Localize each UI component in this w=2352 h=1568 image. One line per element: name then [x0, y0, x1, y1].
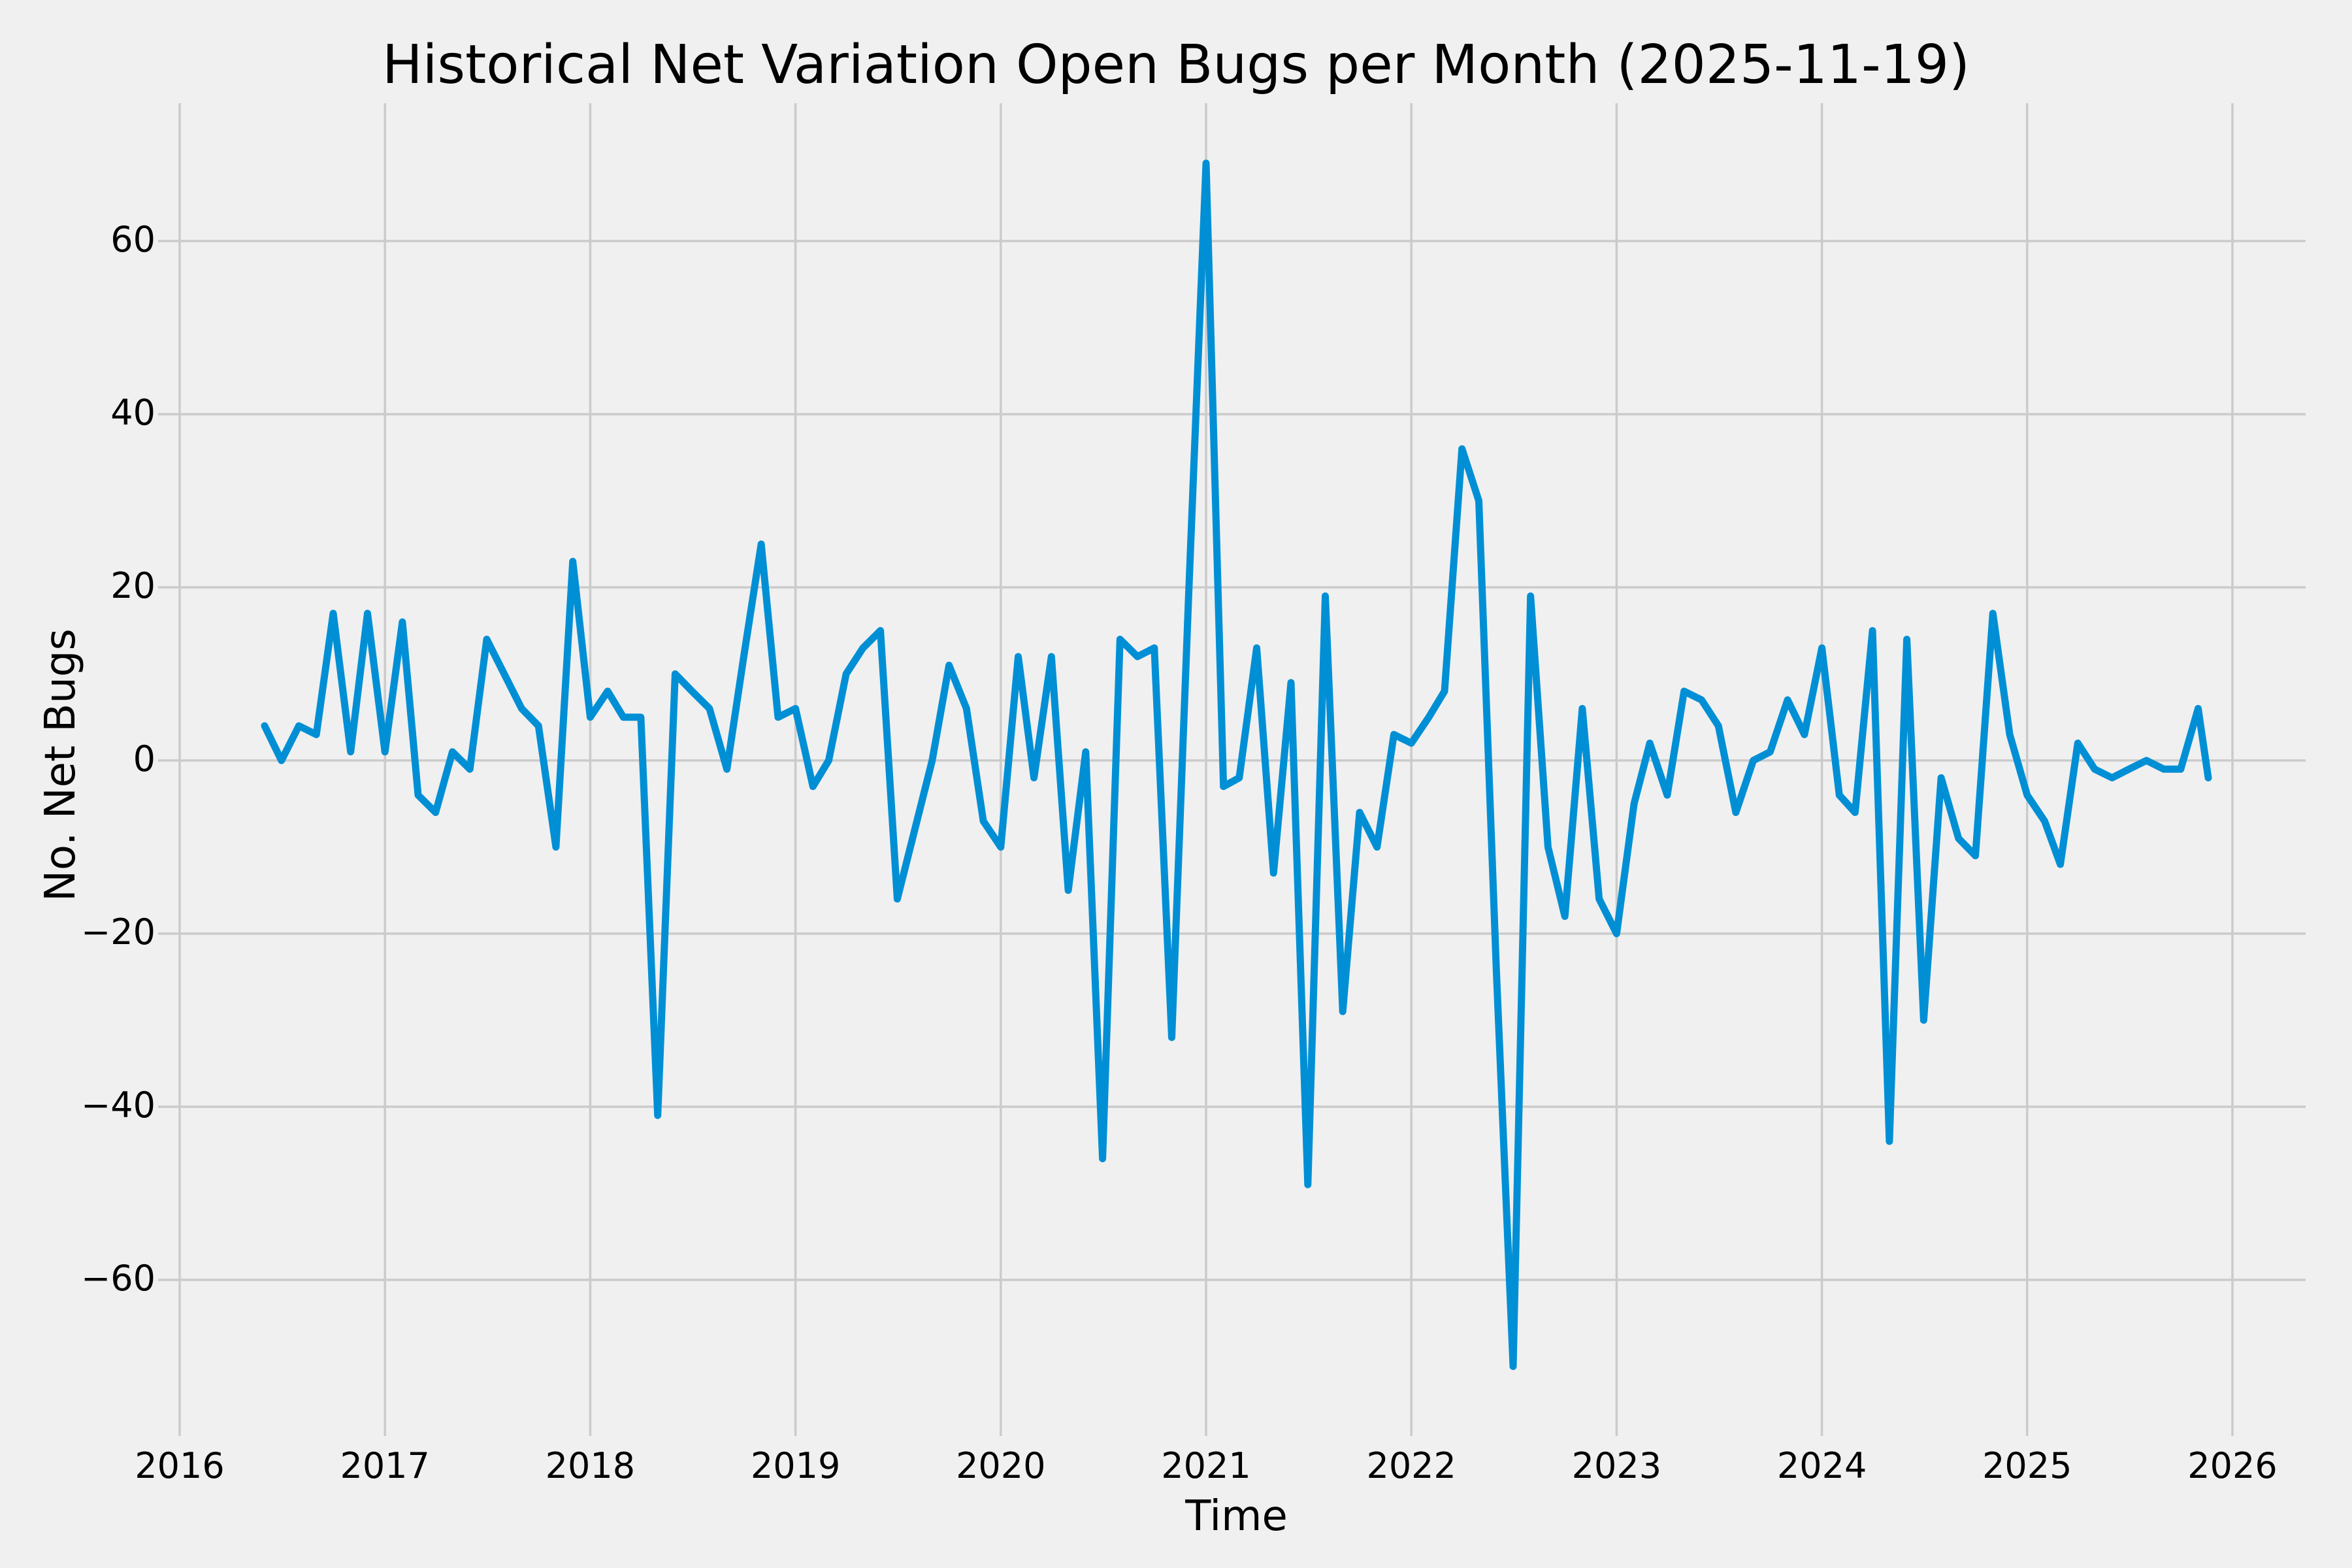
x-tick-label-2024: 2024 — [1776, 1445, 1867, 1486]
net-bugs-line-series — [261, 159, 2212, 1370]
data-line — [261, 159, 2212, 1370]
y-tick-label-0: 0 — [133, 738, 155, 779]
y-axis-label: No. Net Bugs — [37, 629, 85, 902]
x-tick-label-2025: 2025 — [1982, 1445, 2072, 1486]
x-tick-label-2020: 2020 — [956, 1445, 1046, 1486]
y-tick-label-60: 60 — [110, 218, 155, 260]
tick-marks — [158, 240, 2234, 1436]
y-tick-label-20: 20 — [110, 564, 155, 606]
x-tick-label-2022: 2022 — [1366, 1445, 1456, 1486]
x-tick-label-2019: 2019 — [750, 1445, 841, 1486]
chart-title: Historical Net Variation Open Bugs per M… — [382, 34, 1970, 96]
x-tick-label-2017: 2017 — [340, 1445, 430, 1486]
x-axis-label: Time — [1185, 1492, 1288, 1541]
y-tick-label--60: −60 — [81, 1257, 155, 1299]
x-tick-label-2023: 2023 — [1571, 1445, 1662, 1486]
x-tick-label-2016: 2016 — [135, 1445, 225, 1486]
y-tick-label--20: −20 — [81, 911, 155, 953]
x-tick-label-2026: 2026 — [2187, 1445, 2278, 1486]
x-tick-label-2021: 2021 — [1161, 1445, 1251, 1486]
y-tick-label-40: 40 — [110, 391, 155, 433]
y-tick-label--40: −40 — [81, 1084, 155, 1126]
x-tick-label-2018: 2018 — [545, 1445, 636, 1486]
gridlines — [167, 103, 2306, 1427]
